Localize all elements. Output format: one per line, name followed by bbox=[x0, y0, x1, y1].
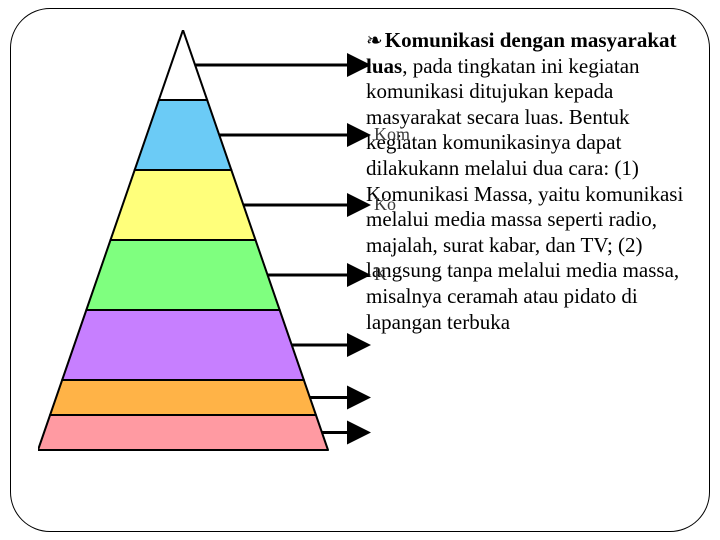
pyramid-level-1 bbox=[135, 100, 232, 170]
pyramid-diagram: KomKoK bbox=[38, 30, 360, 460]
text-panel: ❧Komunikasi dengan masyarakat luas, pada… bbox=[360, 8, 710, 532]
pyramid-panel: KomKoK bbox=[10, 8, 360, 532]
content-row: KomKoK ❧Komunikasi dengan masyarakat lua… bbox=[10, 8, 710, 532]
pyramid-label-3: K bbox=[374, 264, 387, 285]
pyramid-label-1: Kom bbox=[374, 124, 410, 145]
pyramid-label-2: Ko bbox=[374, 194, 396, 215]
pyramid-level-5 bbox=[50, 380, 316, 415]
pyramid-level-4 bbox=[62, 310, 304, 380]
pyramid-level-6 bbox=[38, 415, 328, 450]
pyramid-level-2 bbox=[111, 170, 256, 240]
paragraph-body: , pada tingkatan ini kegiatan komunikasi… bbox=[366, 54, 683, 334]
pyramid-level-3 bbox=[86, 240, 279, 310]
